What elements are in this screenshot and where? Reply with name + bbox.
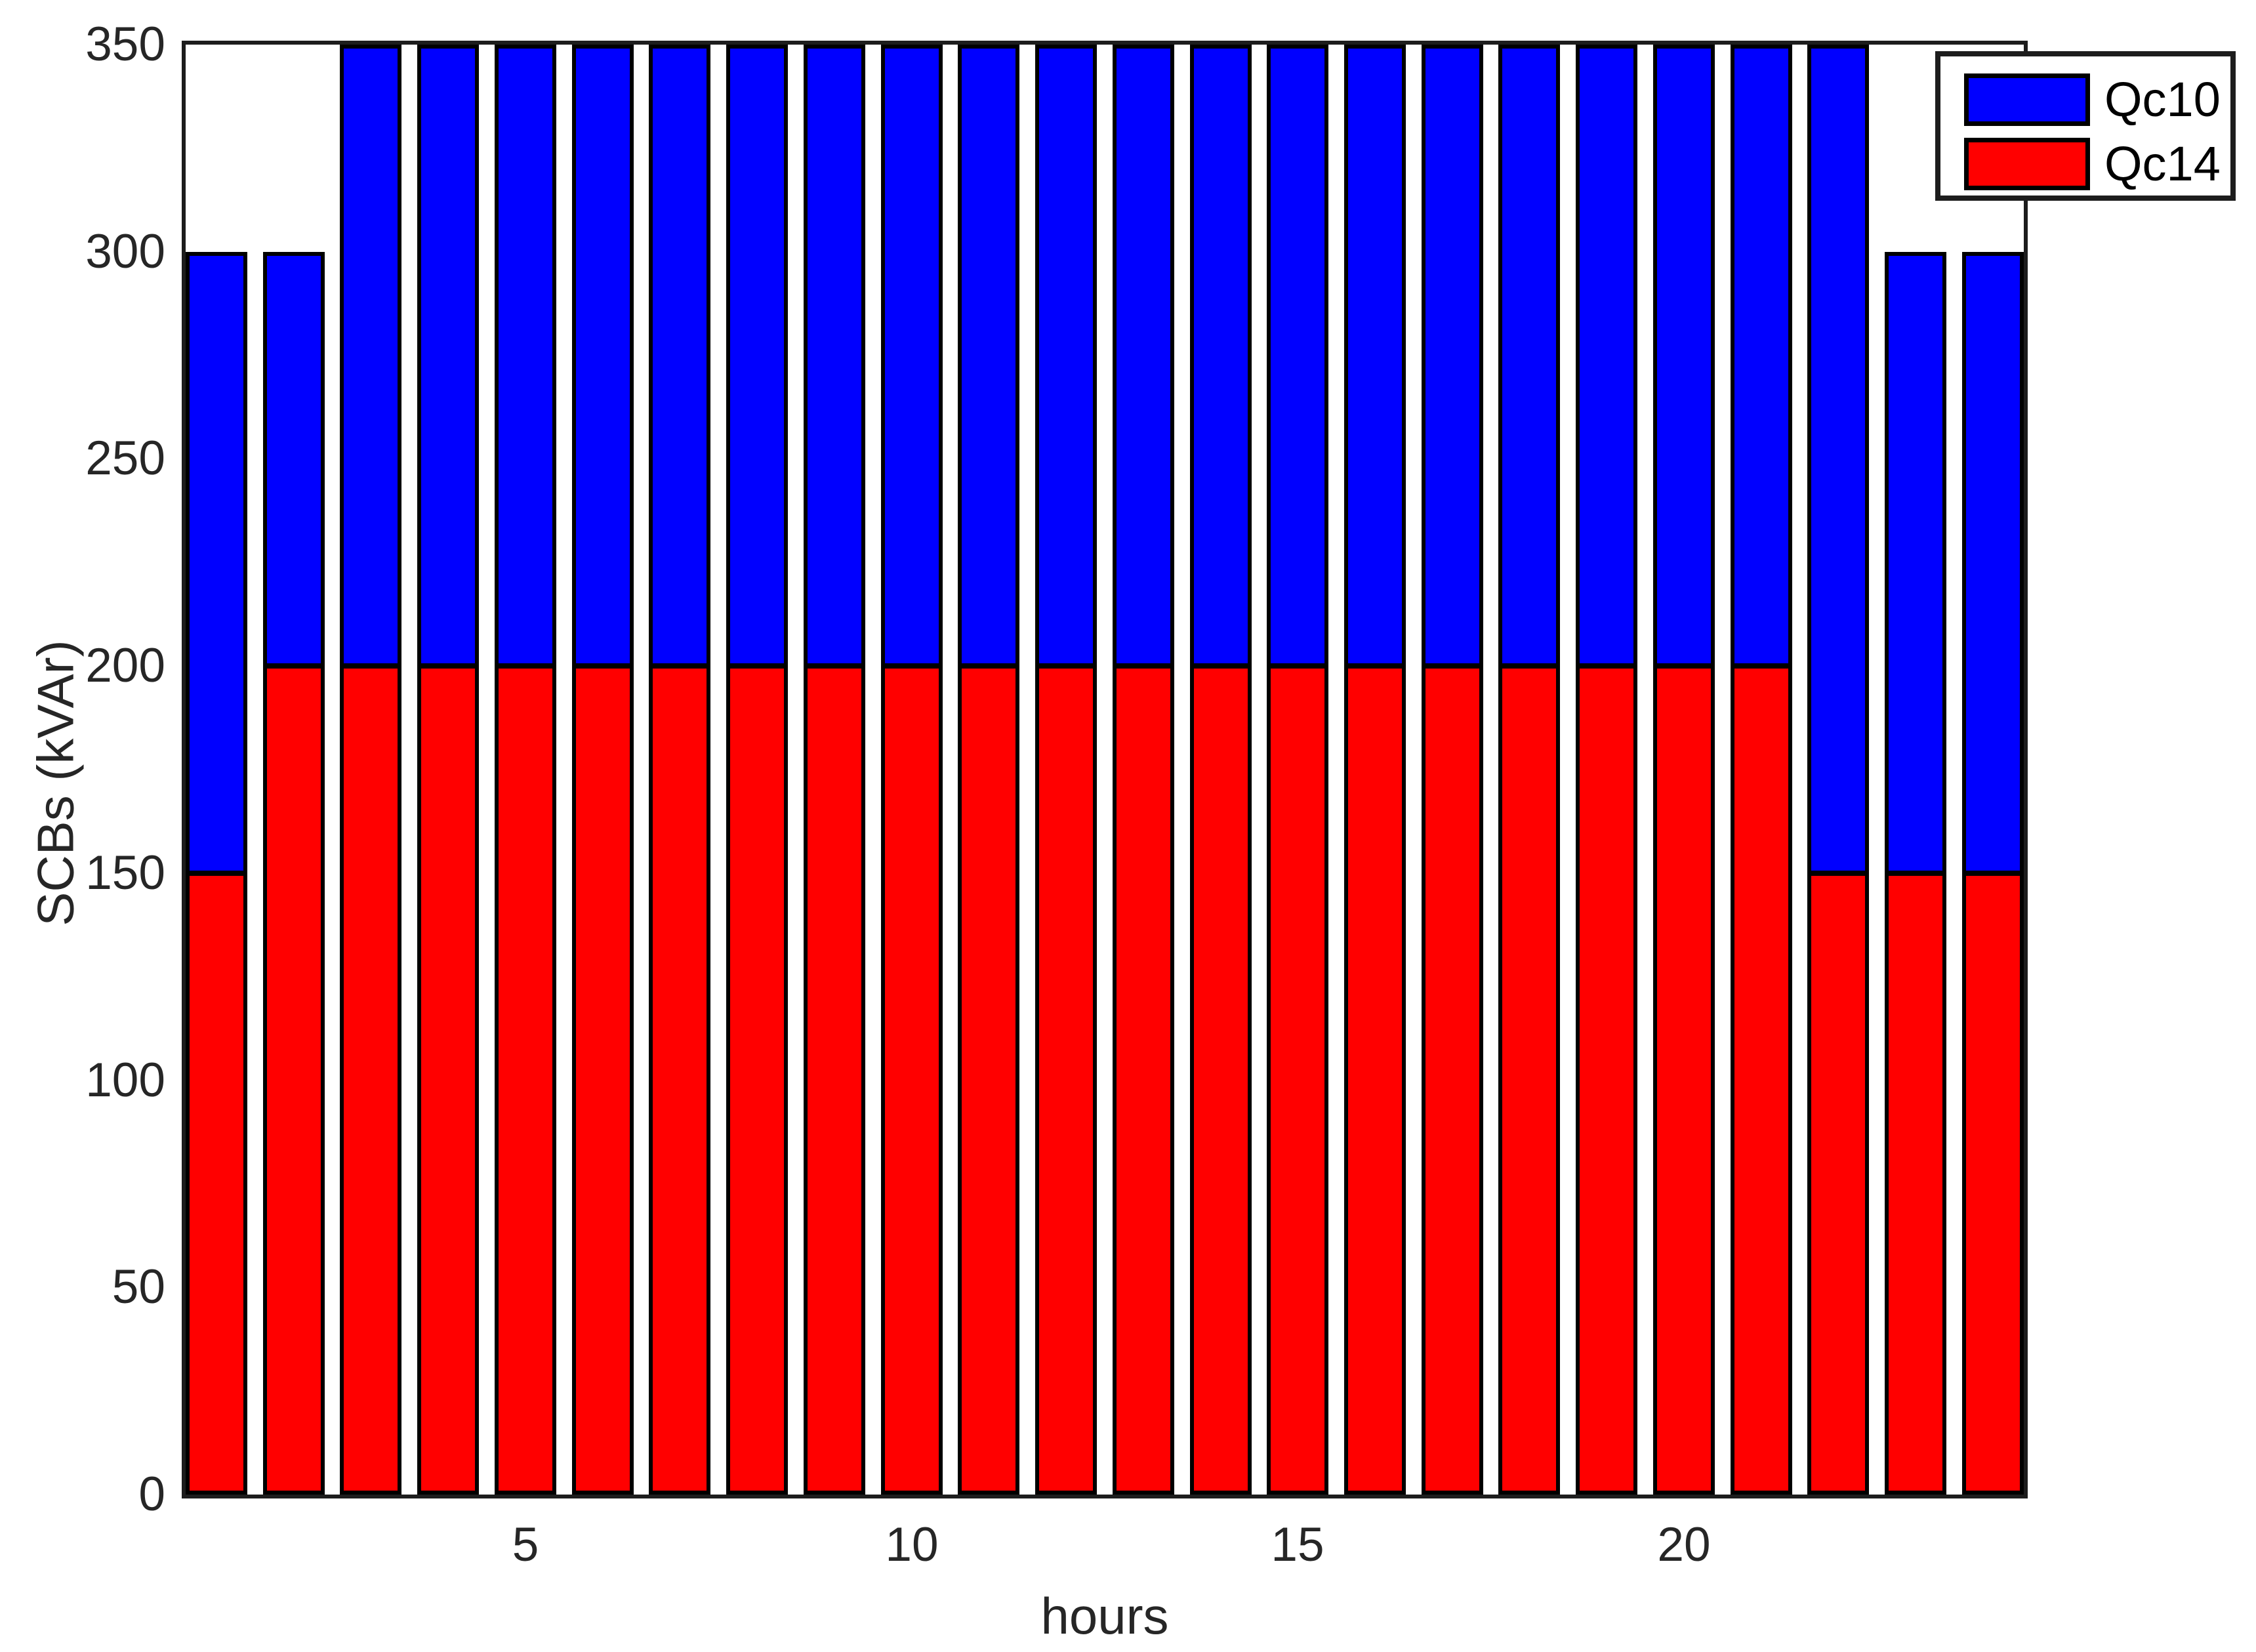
bar-hour-8 (726, 45, 788, 1495)
bar-segment-qc10 (1889, 256, 1942, 873)
bar-segment-qc10 (421, 49, 475, 666)
bar-segment-qc10 (1194, 49, 1248, 666)
plot-area (182, 41, 2028, 1498)
bar-hour-19 (1576, 45, 1637, 1495)
y-tick-label: 200 (85, 639, 165, 692)
bar-segment-divider (190, 871, 243, 876)
bar-segment-qc10 (344, 49, 398, 666)
legend-swatch-qc10-icon (1964, 73, 2090, 126)
bar-segment-divider (653, 663, 707, 669)
bar-hour-11 (958, 45, 1019, 1495)
bar-hour-17 (1422, 45, 1483, 1495)
bar-segment-qc10 (1580, 49, 1633, 666)
x-tick-label: 10 (885, 1518, 939, 1571)
bar-segment-qc10 (1502, 49, 1556, 666)
legend: Qc10 Qc14 (1935, 51, 2236, 201)
y-tick-label: 300 (85, 225, 165, 278)
bar-segment-qc10 (1657, 49, 1711, 666)
bar-hour-18 (1498, 45, 1560, 1495)
y-tick-label: 100 (85, 1054, 165, 1107)
bar-segment-divider (1811, 871, 1865, 876)
bar-hour-23 (1885, 252, 1946, 1495)
bar-segment-divider (962, 663, 1015, 669)
bar-segment-qc10 (808, 49, 861, 666)
bar-segment-qc10 (1348, 49, 1402, 666)
bar-hour-21 (1731, 45, 1792, 1495)
bar-hour-20 (1653, 45, 1715, 1495)
bar-hour-13 (1113, 45, 1174, 1495)
bar-segment-qc10 (576, 49, 630, 666)
bar-segment-divider (344, 663, 398, 669)
x-axis-label: hours (1040, 1587, 1169, 1645)
x-tick-label: 15 (1271, 1518, 1324, 1571)
bar-hour-2 (263, 252, 325, 1495)
bar-segment-divider (1425, 663, 1479, 669)
bar-segment-qc10 (190, 256, 243, 873)
bar-segment-qc10 (653, 49, 707, 666)
bar-segment-divider (1734, 663, 1788, 669)
bar-hour-3 (340, 45, 401, 1495)
x-tick-label: 20 (1657, 1518, 1711, 1571)
bar-hour-1 (186, 252, 247, 1495)
bar-segment-qc10 (730, 49, 784, 666)
bar-segment-divider (1271, 663, 1324, 669)
bar-hour-22 (1807, 45, 1869, 1495)
bar-hour-12 (1035, 45, 1097, 1495)
bar-hour-14 (1190, 45, 1252, 1495)
y-tick-label: 150 (85, 846, 165, 899)
bar-segment-divider (1348, 663, 1402, 669)
bar-segment-divider (1039, 663, 1093, 669)
bar-segment-qc10 (1734, 49, 1788, 666)
bar-segment-divider (1657, 663, 1711, 669)
legend-item-qc14: Qc14 (1940, 130, 2230, 198)
bar-segment-qc10 (1811, 49, 1865, 873)
y-axis-label: SCBs (kVAr) (26, 640, 85, 926)
bar-segment-divider (1117, 663, 1170, 669)
bar-segment-qc10 (267, 256, 321, 666)
bar-segment-qc10 (1425, 49, 1479, 666)
bar-segment-divider (1889, 871, 1942, 876)
bar-segment-qc10 (1966, 256, 2020, 873)
y-tick-label: 350 (85, 18, 165, 71)
bar-hour-6 (572, 45, 634, 1495)
bar-segment-qc10 (1039, 49, 1093, 666)
bar-segment-divider (267, 663, 321, 669)
x-tick-label: 5 (512, 1518, 539, 1571)
bar-hour-9 (804, 45, 865, 1495)
bar-hour-5 (495, 45, 556, 1495)
legend-swatch-qc14-icon (1964, 138, 2090, 190)
bar-segment-divider (808, 663, 861, 669)
bar-segment-divider (1194, 663, 1248, 669)
bar-segment-divider (1502, 663, 1556, 669)
bar-segment-qc10 (499, 49, 552, 666)
y-tick-label: 50 (112, 1260, 165, 1313)
bar-hour-24 (1962, 252, 2024, 1495)
bar-hour-10 (881, 45, 943, 1495)
bar-segment-qc10 (962, 49, 1015, 666)
bar-segment-divider (730, 663, 784, 669)
legend-label-qc10: Qc10 (2104, 72, 2221, 127)
y-tick-label: 250 (85, 432, 165, 485)
bar-hour-16 (1344, 45, 1406, 1495)
bar-segment-divider (576, 663, 630, 669)
legend-item-qc10: Qc10 (1940, 66, 2230, 134)
bar-segment-divider (499, 663, 552, 669)
bar-hour-4 (417, 45, 479, 1495)
bars-layer (186, 45, 2024, 1495)
bar-segment-divider (421, 663, 475, 669)
bar-hour-15 (1267, 45, 1328, 1495)
bar-hour-7 (649, 45, 710, 1495)
bar-segment-divider (1966, 871, 2020, 876)
bar-segment-qc10 (1271, 49, 1324, 666)
bar-segment-qc10 (1117, 49, 1170, 666)
y-tick-label: 0 (138, 1468, 165, 1521)
bar-segment-divider (1580, 663, 1633, 669)
bar-segment-qc10 (885, 49, 939, 666)
legend-label-qc14: Qc14 (2104, 136, 2221, 191)
bar-segment-divider (885, 663, 939, 669)
